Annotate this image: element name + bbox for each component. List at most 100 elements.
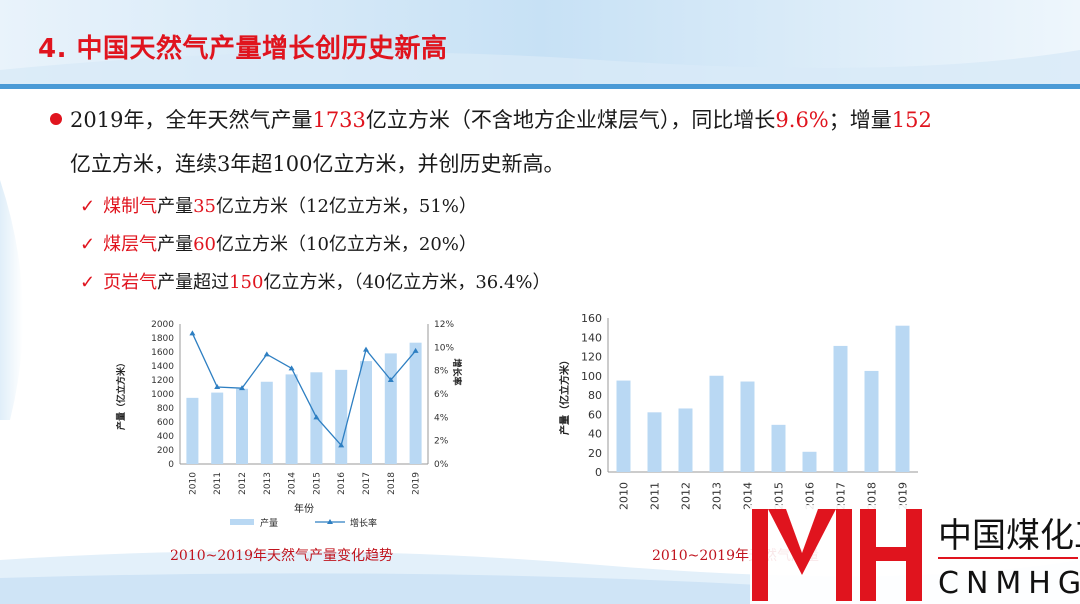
sub-item-0-part-3: 亿立方米（12亿立方米，51%） (216, 196, 477, 217)
y2-tick-label: 2% (434, 437, 449, 447)
x-tick-label: 2019 (412, 472, 422, 495)
bullet-line-1-part-5: 152 (891, 108, 932, 132)
sub-item-1-part-3: 亿立方米（10亿立方米，20%） (216, 234, 477, 255)
growth-rate-point (239, 385, 245, 391)
x-tick-label: 2012 (238, 472, 248, 495)
y-tick-label: 1800 (151, 334, 174, 344)
x-tick-label: 2018 (866, 482, 879, 510)
bar-increment (771, 424, 786, 472)
x-tick-label: 2015 (773, 482, 786, 510)
y-tick-label: 1400 (151, 362, 174, 372)
logo-cn-text: 中国煤化工 (938, 516, 1080, 556)
y-tick-label: 400 (157, 432, 174, 442)
y2-tick-label: 8% (434, 367, 449, 377)
chart1-caption: 2010~2019年天然气产量变化趋势 (170, 548, 393, 564)
y-tick-label: 200 (157, 446, 174, 456)
bar-production (409, 342, 422, 464)
growth-rate-point (288, 365, 295, 371)
check-icon: ✓ (80, 272, 96, 293)
y-tick-label: 60 (588, 408, 602, 421)
growth-rate-point (363, 346, 369, 352)
x-tick-label: 2018 (387, 472, 397, 495)
growth-rate-line (191, 333, 417, 447)
y2-tick-label: 10% (434, 343, 454, 353)
y-tick-label: 1600 (151, 348, 174, 358)
check-icon: ✓ (80, 234, 96, 255)
bar-increment (833, 345, 848, 472)
sub-item-2-part-1: 产量超过 (157, 272, 230, 293)
sub-item-0-part-0: 煤制气 (103, 196, 158, 217)
bullet-dot (50, 113, 62, 125)
y-tick-label: 40 (588, 428, 602, 441)
y2-tick-label: 6% (434, 390, 449, 400)
y-tick-label: 0 (168, 460, 174, 470)
y-tick-label: 0 (595, 466, 602, 479)
y2-axis-label: 增长率 (451, 358, 463, 385)
y-tick-label: 1000 (151, 390, 174, 400)
y-tick-label: 120 (581, 351, 602, 364)
bar-production (384, 353, 397, 464)
bar-increment (678, 408, 693, 472)
sub-item-0-part-1: 产量 (157, 196, 194, 217)
x-tick-label: 2015 (312, 472, 322, 495)
bar-increment (802, 451, 817, 472)
x-tick-label: 2011 (649, 482, 662, 510)
sub-item-coal-gas: ✓ 煤制气产量35亿立方米（12亿立方米，51%） (80, 192, 477, 218)
logo-en-text: CNMHG (938, 566, 1080, 601)
sub-item-0-part-2: 35 (193, 196, 216, 217)
bullet-line-1-part-0: 2019年，全年天然气产量 (70, 108, 313, 132)
bullet-line-1-part-4: ；增量 (828, 108, 892, 132)
chart-production-increment: 0 20 40 60 80 100 120 140 160 2010 2011 2012 2013 201… (558, 312, 918, 510)
bullet-line-1: 2019年，全年天然气产量1733亿立方米（不含地方企业煤层气），同比增长9.6… (70, 104, 932, 134)
sub-item-2-part-3: 亿立方米，（40亿立方米，36.4%） (263, 272, 551, 293)
growth-rate-point (387, 377, 394, 382)
y-axis-label: 产量（亿立方米） (115, 358, 127, 430)
x-tick-label: 2016 (804, 482, 817, 510)
growth-rate-point (214, 384, 221, 389)
bullet-line-2: 亿立方米，连续3年超100亿立方米，并创历史新高。 (70, 152, 565, 176)
y-tick-label: 100 (581, 370, 602, 383)
bullet-line-1-part-1: 1733 (312, 108, 366, 132)
y-tick-label: 2000 (151, 320, 174, 330)
sub-item-1-part-0: 煤层气 (103, 234, 158, 255)
x-tick-label: 2013 (711, 482, 724, 510)
x-tick-label: 2010 (618, 482, 631, 510)
x-axis-label: 年份 (294, 502, 314, 515)
sub-item-shale-gas: ✓ 页岩气产量超过150亿立方米，（40亿立方米，36.4%） (80, 268, 551, 294)
bar-production (236, 388, 248, 464)
x-tick-label: 2017 (362, 472, 372, 495)
bar-production (335, 369, 348, 464)
bar-increment (709, 375, 724, 472)
growth-rate-point (313, 414, 320, 420)
x-tick-label: 2016 (337, 472, 347, 495)
check-icon: ✓ (80, 196, 96, 217)
y-tick-label: 80 (588, 389, 602, 402)
legend-bar-swatch (230, 519, 254, 525)
x-tick-label: 2014 (742, 482, 755, 510)
legend-bar-label: 产量 (260, 517, 278, 529)
y-tick-label: 1200 (151, 376, 174, 386)
legend-line-label: 增长率 (350, 517, 377, 529)
bar-increment (864, 370, 879, 472)
x-tick-label: 2019 (897, 482, 910, 510)
y2-tick-label: 0% (434, 460, 449, 470)
bar-production (360, 361, 372, 464)
bar-production (285, 374, 298, 464)
x-tick-label: 2014 (288, 472, 298, 495)
bar-production (260, 381, 273, 464)
bar-production (211, 392, 224, 464)
y-tick-label: 600 (157, 418, 174, 428)
bullet-line-1-part-2: 亿立方米（不含地方企业煤层气），同比增长 (365, 108, 776, 132)
bar-production (186, 397, 199, 464)
page-title: 4. 中国天然气产量增长创历史新高 (38, 34, 448, 64)
y2-tick-label: 12% (434, 320, 454, 330)
bar-increment (895, 325, 910, 472)
growth-rate-point (412, 347, 419, 353)
y-axis-label: 产量（亿立方米） (558, 355, 571, 435)
sub-item-1-part-1: 产量 (157, 234, 194, 255)
bar-increment (647, 412, 662, 472)
sub-item-2-part-2: 150 (229, 272, 264, 293)
x-tick-label: 2013 (263, 472, 273, 495)
bullet-line-1-part-3: 9.6% (775, 108, 829, 132)
